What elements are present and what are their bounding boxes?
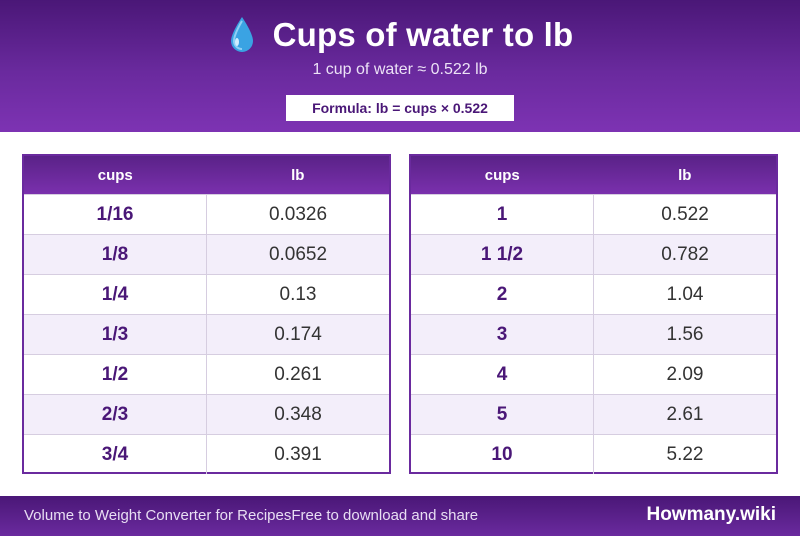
cups-cell: 1 1/2	[411, 235, 594, 274]
table-row: 2 1.04	[411, 274, 776, 314]
formula-badge: Formula: lb = cups × 0.522	[286, 95, 514, 121]
conversion-table-left: cups lb 1/16 0.0326 1/8 0.0652 1/4 0.13 …	[22, 154, 391, 474]
lb-cell: 0.522	[661, 203, 709, 225]
lb-cell: 0.13	[279, 283, 317, 305]
table-row: 1/16 0.0326	[24, 194, 389, 234]
table-header: cups lb	[411, 156, 776, 194]
table-row: 1/3 0.174	[24, 314, 389, 354]
table-row: 10 5.22	[411, 434, 776, 474]
column-header-lb: lb	[291, 166, 305, 184]
cups-cell: 3/4	[24, 435, 207, 474]
table-row: 4 2.09	[411, 354, 776, 394]
footer-bar: Volume to Weight Converter for RecipesFr…	[0, 496, 800, 536]
page-title: Cups of water to lb	[272, 16, 574, 53]
lb-cell: 0.782	[661, 243, 709, 265]
table-row: 1/2 0.261	[24, 354, 389, 394]
cups-cell: 1	[411, 195, 594, 234]
cups-cell: 1/2	[24, 355, 207, 394]
lb-cell: 0.261	[274, 363, 322, 385]
table-row: 3 1.56	[411, 314, 776, 354]
table-row: 3/4 0.391	[24, 434, 389, 474]
lb-cell: 0.174	[274, 323, 322, 345]
column-header-lb: lb	[678, 166, 692, 184]
lb-cell: 1.04	[666, 283, 704, 305]
cups-cell: 2/3	[24, 395, 207, 434]
table-row: 1/8 0.0652	[24, 234, 389, 274]
footer-tagline: Volume to Weight Converter for RecipesFr…	[24, 507, 479, 524]
conversion-table-right: cups lb 1 0.522 1 1/2 0.782 2 1.04 3 1.5…	[409, 154, 778, 474]
cups-cell: 1/3	[24, 315, 207, 354]
table-header: cups lb	[24, 156, 389, 194]
lb-cell: 0.348	[274, 403, 322, 425]
brand-logo-text[interactable]: Howmany.wiki	[646, 504, 776, 525]
lb-cell: 2.09	[666, 363, 704, 385]
subtitle: 1 cup of water ≈ 0.522 lb	[312, 61, 488, 78]
cups-cell: 5	[411, 395, 594, 434]
lb-cell: 2.61	[666, 403, 704, 425]
lb-cell: 1.56	[666, 323, 704, 345]
column-header-cups: cups	[97, 166, 133, 184]
lb-cell: 5.22	[666, 443, 704, 465]
lb-cell: 0.0652	[268, 243, 328, 265]
header-banner: Cups of water to lb 1 cup of water ≈ 0.5…	[0, 0, 800, 132]
water-drop-icon	[227, 15, 257, 55]
lb-cell: 0.391	[274, 443, 322, 465]
cups-cell: 1/8	[24, 235, 207, 274]
table-row: 5 2.61	[411, 394, 776, 434]
table-row: 1/4 0.13	[24, 274, 389, 314]
table-row: 2/3 0.348	[24, 394, 389, 434]
table-row: 1 0.522	[411, 194, 776, 234]
cups-cell: 3	[411, 315, 594, 354]
table-row: 1 1/2 0.782	[411, 234, 776, 274]
cups-cell: 1/16	[24, 195, 207, 234]
cups-cell: 10	[411, 435, 594, 474]
title-row: Cups of water to lb	[0, 12, 800, 58]
cups-cell: 2	[411, 275, 594, 314]
lb-cell: 0.0326	[268, 203, 328, 225]
cups-cell: 1/4	[24, 275, 207, 314]
cups-cell: 4	[411, 355, 594, 394]
column-header-cups: cups	[484, 166, 520, 184]
